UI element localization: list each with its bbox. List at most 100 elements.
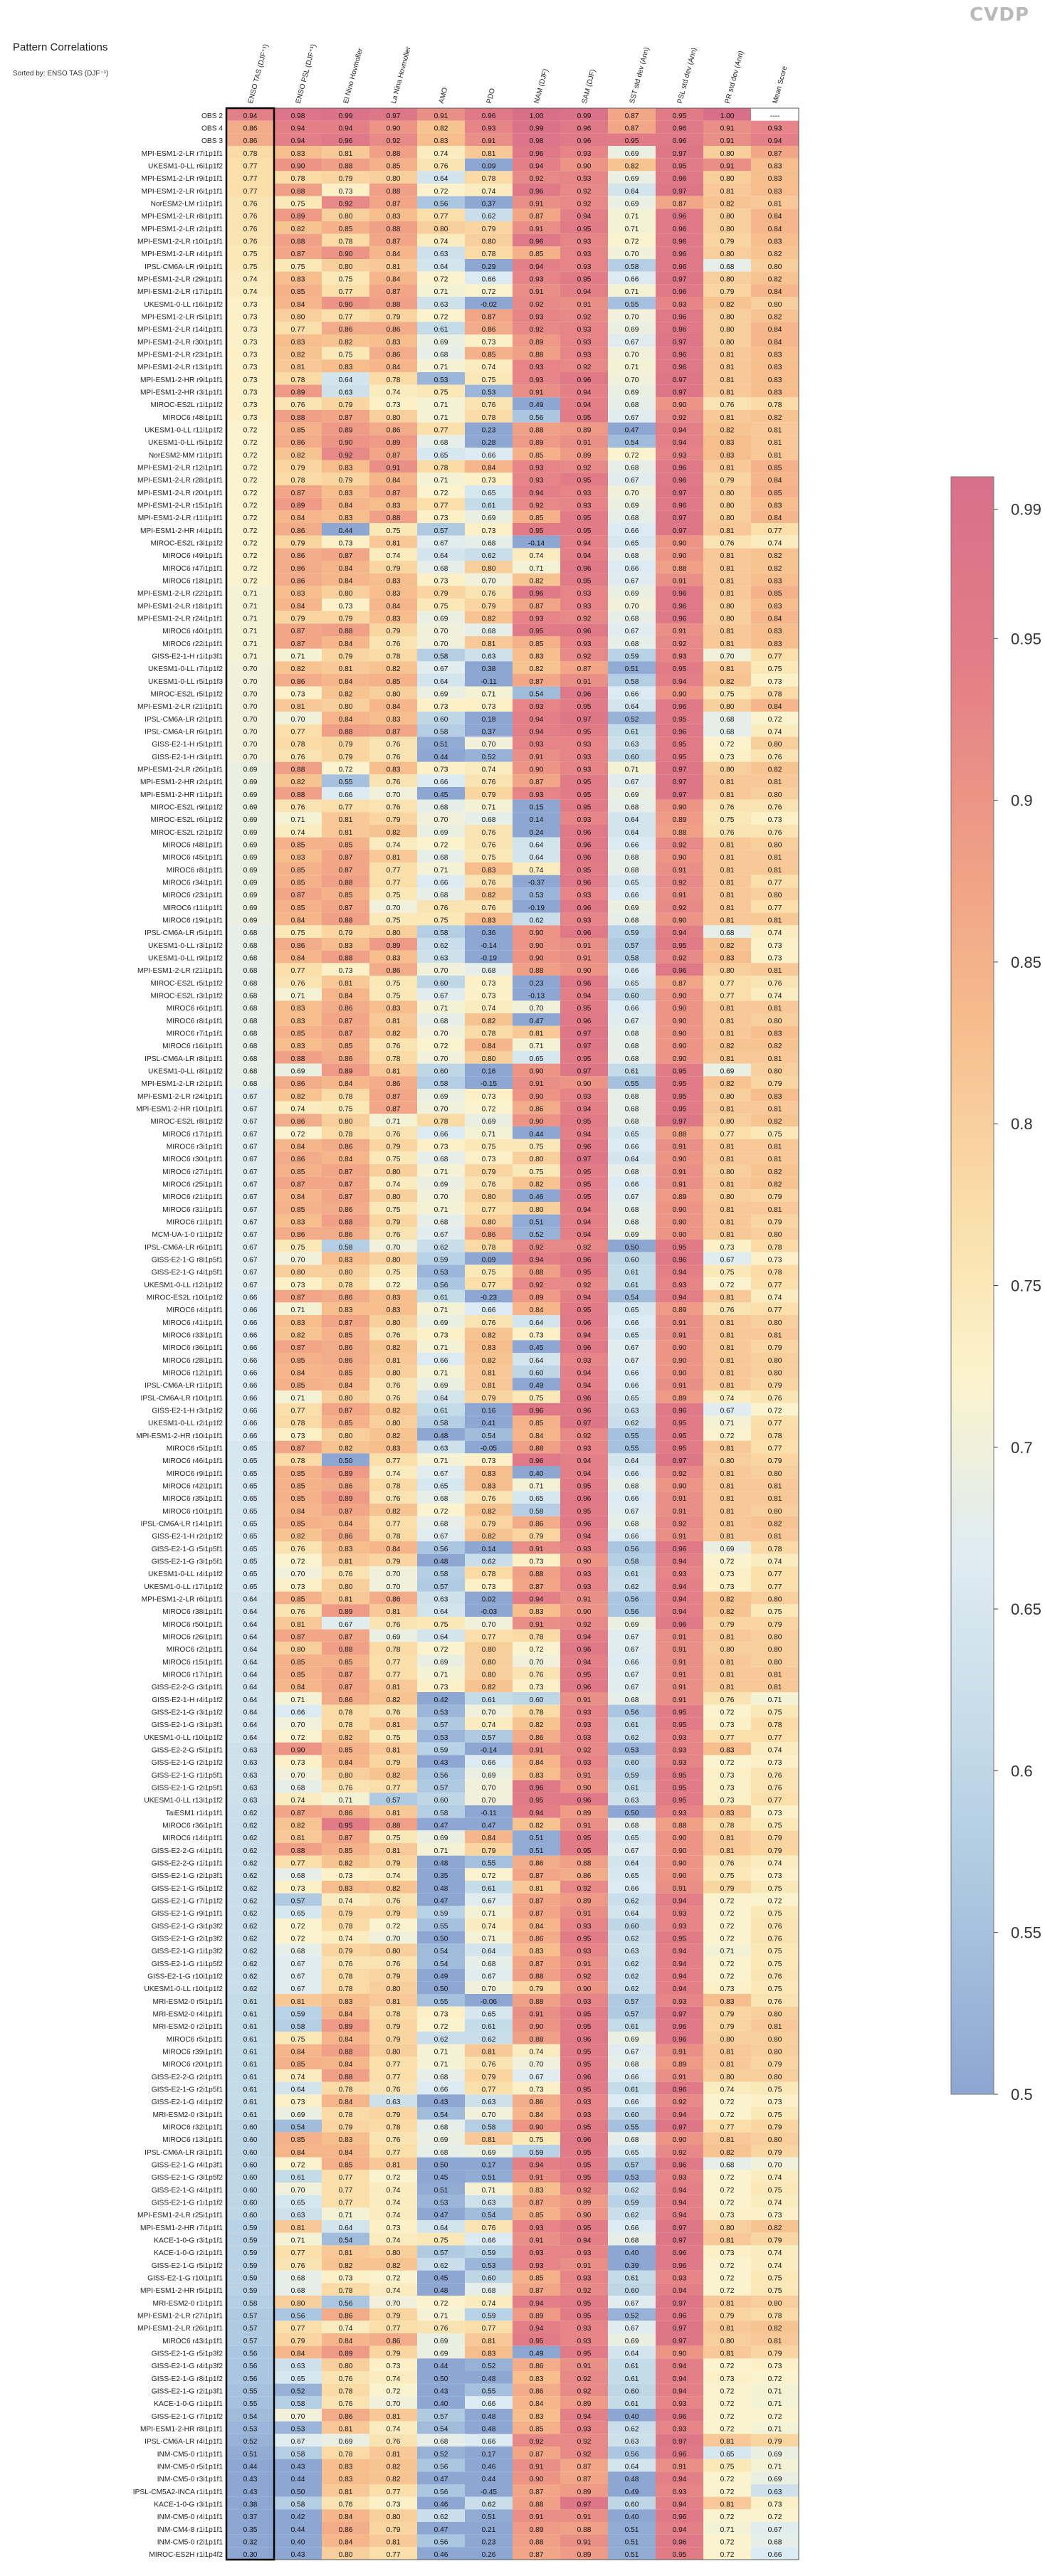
heatmap-cell	[274, 246, 322, 259]
cell-value: 0.93	[577, 754, 592, 761]
cell-value: 0.85	[291, 1520, 305, 1528]
cell-value: 0.76	[768, 1998, 782, 2006]
cell-value: 0.78	[482, 1571, 496, 1578]
cell-value: 0.73	[387, 2501, 401, 2508]
cell-value: 0.91	[673, 1684, 687, 1691]
cell-value: 0.82	[291, 1093, 305, 1101]
cell-value: 0.90	[673, 1055, 687, 1063]
heatmap-cell	[751, 435, 799, 448]
cell-value: 0.93	[577, 1948, 592, 1955]
cell-value: 0.67	[243, 1168, 258, 1176]
cell-value: 0.76	[768, 980, 782, 988]
cell-value: 0.80	[339, 1395, 353, 1403]
cell-value: 0.76	[482, 590, 496, 598]
cell-value: 0.83	[768, 1030, 782, 1038]
cell-value: 0.64	[243, 1721, 258, 1729]
cell-value: 0.84	[291, 1684, 305, 1691]
heatmap-cell	[226, 233, 274, 247]
cell-value: 0.71	[434, 1369, 448, 1377]
cell-value: 0.96	[673, 2451, 687, 2459]
cell-value: 0.94	[530, 2300, 544, 2308]
cell-value: 0.73	[720, 1772, 735, 1780]
cell-value: 0.81	[720, 1445, 735, 1452]
cell-value: 0.56	[434, 1282, 448, 1289]
cell-value: 0.72	[387, 2274, 401, 2282]
cell-value: 0.48	[434, 1558, 448, 1566]
cell-value: 0.79	[339, 2123, 353, 2131]
cell-value: 0.90	[673, 1218, 687, 1226]
row-label: GISS-E2-1-H r1i1p3f1	[152, 653, 223, 660]
cell-value: 0.87	[339, 1018, 353, 1025]
heatmap-cell	[560, 473, 608, 485]
row-label: GISS-E2-1-G r2i1p3f1	[152, 2387, 224, 2395]
heatmap-cell	[656, 510, 703, 523]
cell-value: 0.73	[387, 2224, 401, 2232]
cell-value: 0.95	[577, 414, 592, 422]
row-label: MPI-ESM1-2-HR r3i1p1f1	[140, 389, 223, 396]
cell-value: 0.79	[482, 603, 496, 611]
cell-value: 0.63	[434, 954, 448, 962]
page-title: Pattern Correlations	[13, 41, 107, 53]
cell-value: 0.81	[768, 200, 782, 208]
heatmap-cell	[226, 561, 274, 574]
cell-value: 0.63	[625, 741, 639, 749]
cell-value: 0.82	[387, 1772, 401, 1780]
heatmap-cell	[465, 334, 513, 347]
cell-value: 0.92	[530, 502, 544, 510]
cell-value: 0.73	[768, 1810, 782, 1817]
cell-value: 0.99	[530, 125, 544, 132]
cell-value: 0.57	[625, 1998, 639, 2006]
cell-value: 0.74	[291, 2074, 305, 2081]
cell-value: 0.66	[625, 1885, 639, 1893]
cell-value: 0.58	[482, 2123, 496, 2131]
cell-value: 0.95	[577, 1055, 592, 1063]
cell-value: 0.70	[482, 577, 496, 585]
cell-value: 0.79	[387, 2036, 401, 2044]
cell-value: 0.65	[625, 1131, 639, 1139]
cell-value: 0.82	[387, 1508, 401, 1516]
heatmap-cell	[656, 485, 703, 498]
cell-value: 0.76	[387, 2136, 401, 2144]
cell-value: 0.50	[625, 1244, 639, 1252]
cell-value: 0.78	[482, 250, 496, 258]
heatmap-cell	[560, 271, 608, 285]
cell-value: 0.89	[339, 1495, 353, 1503]
cell-value: 0.74	[387, 1181, 401, 1188]
cell-value: 0.91	[673, 1533, 687, 1541]
row-label: IPSL-CM6A-LR r3i1p1f1	[145, 2149, 223, 2157]
cell-value: 0.87	[530, 778, 544, 786]
cell-value: 0.70	[387, 1935, 401, 1943]
cell-value: 0.76	[768, 1395, 782, 1403]
cell-value: 0.83	[482, 867, 496, 875]
cell-value: 0.74	[339, 1897, 353, 1905]
cell-value: 0.62	[482, 2501, 496, 2508]
cell-value: 0.69	[291, 2111, 305, 2119]
cell-value: 0.90	[673, 552, 687, 560]
row-label: MPI-ESM1-2-LR r9i1p1f1	[142, 175, 224, 183]
cell-value: 0.47	[434, 1897, 448, 1905]
cell-value: 0.87	[339, 1319, 353, 1327]
cell-value: 0.81	[720, 364, 735, 371]
heatmap-cell	[417, 485, 465, 498]
cell-value: 0.49	[530, 401, 544, 409]
cell-value: 0.90	[339, 250, 353, 258]
cell-value: 0.67	[243, 1143, 258, 1151]
cell-value: 0.50	[434, 1985, 448, 1993]
cell-value: 0.76	[387, 1495, 401, 1503]
cell-value: 0.78	[387, 376, 401, 384]
cell-value: 0.73	[434, 514, 448, 522]
cell-value: 0.73	[720, 2249, 735, 2257]
row-label: MPI-ESM1-2-LR r28i1p1f1	[137, 477, 223, 485]
heatmap-cell	[322, 171, 369, 184]
cell-value: 0.82	[482, 1357, 496, 1365]
cell-value: 0.73	[434, 703, 448, 711]
cell-value: 0.74	[482, 364, 496, 371]
cell-value: 0.61	[625, 1571, 639, 1578]
cell-value: 0.68	[625, 1055, 639, 1063]
cell-value: 0.90	[530, 2023, 544, 2031]
cell-value: 0.61	[625, 1282, 639, 1289]
cell-value: 0.84	[339, 640, 353, 648]
heatmap-cell	[465, 359, 513, 372]
heatmap-cell	[274, 460, 322, 473]
cell-value: 0.86	[339, 1533, 353, 1541]
